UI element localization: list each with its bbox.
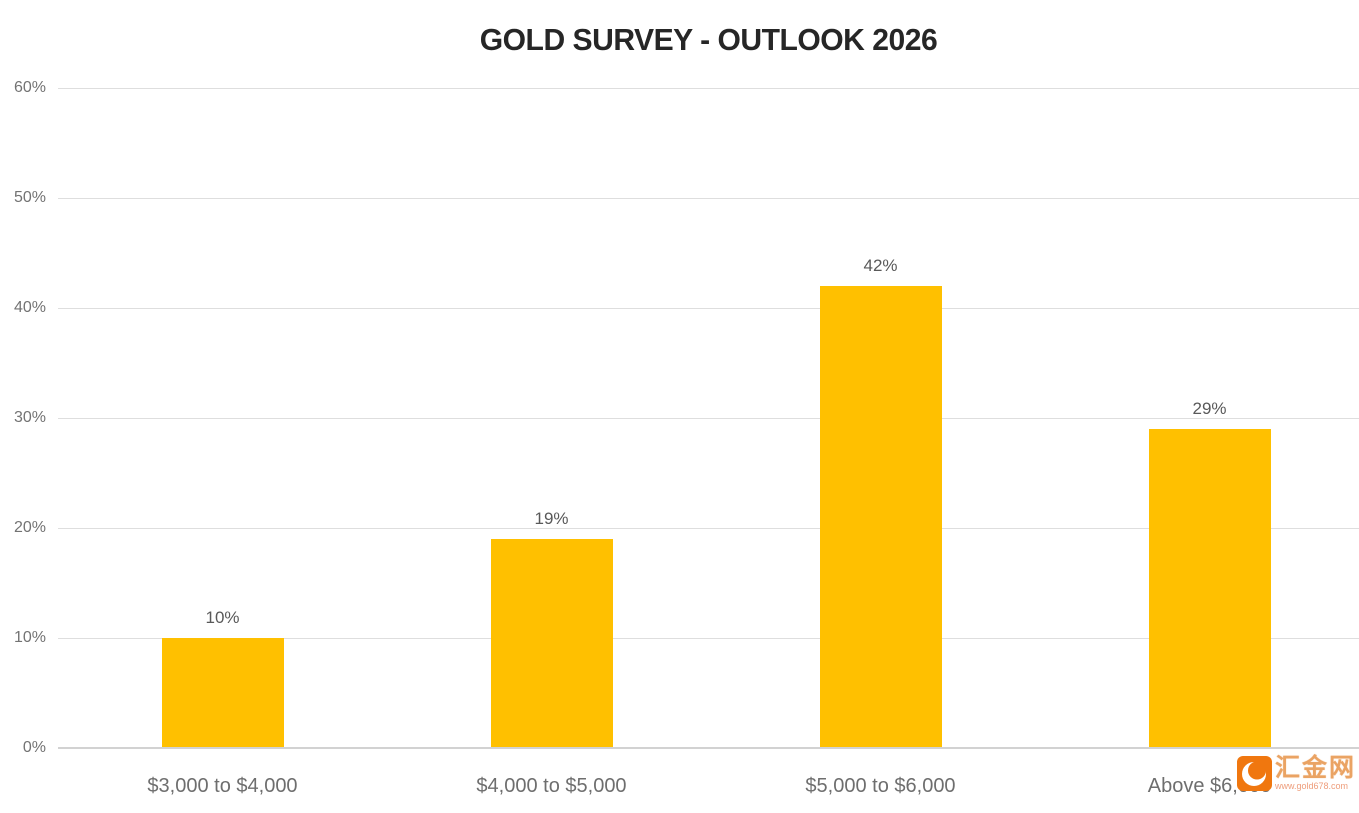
bar-2: [490, 539, 613, 747]
bar-value-label: 10%: [205, 608, 240, 627]
watermark: 汇金网 www.gold678.com: [1237, 756, 1356, 791]
huijin-logo-icon: [1237, 756, 1272, 791]
chart-title: GOLD SURVEY - OUTLOOK 2026: [479, 22, 938, 57]
gridline: [58, 528, 1359, 529]
x-axis-category-label: $5,000 to $6,000: [805, 775, 956, 797]
gridline: [58, 198, 1359, 199]
gridline: [58, 88, 1359, 89]
x-axis-category-label: $3,000 to $4,000: [147, 775, 298, 797]
gridline: [58, 418, 1359, 419]
y-axis-tick-label: 20%: [13, 519, 46, 536]
bar-4: [1148, 429, 1271, 747]
gridline: [58, 638, 1359, 639]
y-axis-tick-label: 10%: [13, 629, 46, 646]
y-axis-tick-label: 0%: [22, 739, 46, 756]
y-axis-tick-label: 40%: [13, 299, 46, 316]
watermark-site-name: 汇金网: [1275, 754, 1357, 782]
bar-value-label: 29%: [1192, 399, 1227, 418]
y-axis-tick-label: 60%: [13, 79, 46, 96]
y-axis-tick-label: 30%: [13, 409, 46, 426]
gridline: [58, 308, 1359, 309]
bar-1: [161, 638, 284, 747]
watermark-site-url: www.gold678.com: [1275, 781, 1349, 791]
y-axis-tick-label: 50%: [13, 189, 46, 206]
bar-value-label: 19%: [534, 509, 569, 528]
bar-3: [819, 286, 942, 747]
x-axis-line: [58, 747, 1359, 749]
watermark-text: 汇金网 www.gold678.com: [1275, 756, 1356, 791]
x-axis-category-label: $4,000 to $5,000: [476, 775, 627, 797]
bar-value-label: 42%: [863, 256, 898, 275]
